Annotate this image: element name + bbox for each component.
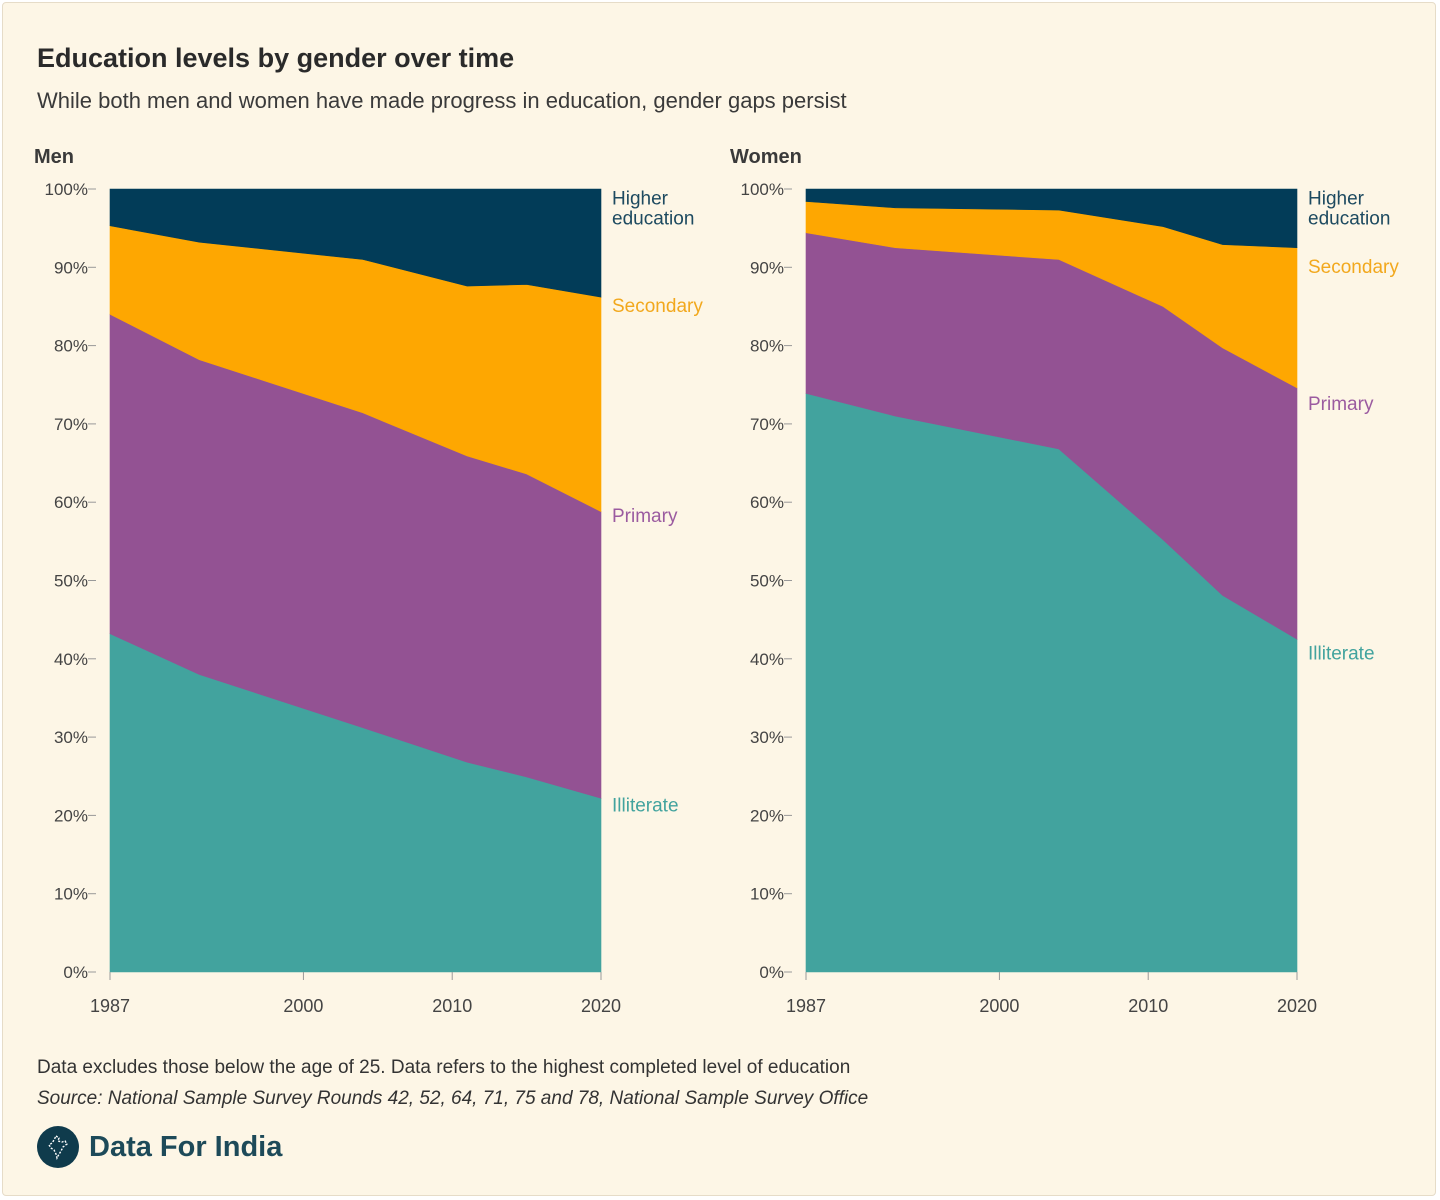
y-tick-label: 40% xyxy=(750,650,784,669)
series-label-higher: education xyxy=(1308,209,1390,230)
area-higher xyxy=(109,188,602,298)
y-tick-label: 30% xyxy=(750,728,784,747)
x-tick-label: 1987 xyxy=(786,996,826,1016)
x-tick-label: 2000 xyxy=(979,996,1019,1016)
y-tick-label: 100% xyxy=(741,180,784,199)
y-tick-label: 50% xyxy=(54,572,88,591)
y-tick-label: 10% xyxy=(54,885,88,904)
y-tick-label: 100% xyxy=(45,180,88,199)
series-label-higher: education xyxy=(612,209,694,230)
series-label-secondary: Secondary xyxy=(1308,257,1399,278)
chart-subtitle: While both men and women have made progr… xyxy=(37,88,847,113)
source-note: Source: National Sample Survey Rounds 42… xyxy=(37,1088,869,1109)
y-tick-label: 30% xyxy=(54,728,88,747)
y-tick-label: 80% xyxy=(750,337,784,356)
series-label-illiterate: Illiterate xyxy=(1308,644,1375,665)
area-higher xyxy=(805,188,1298,249)
series-label-higher: Higher xyxy=(612,189,669,210)
y-tick-label: 10% xyxy=(750,885,784,904)
y-tick-label: 60% xyxy=(54,493,88,512)
series-label-higher: Higher xyxy=(1308,189,1365,210)
y-tick-label: 0% xyxy=(63,963,88,982)
y-tick-label: 40% xyxy=(54,650,88,669)
y-tick-label: 50% xyxy=(750,572,784,591)
x-tick-label: 2010 xyxy=(1128,996,1168,1016)
india-map-icon xyxy=(37,1126,79,1168)
footnote: Data excludes those below the age of 25.… xyxy=(37,1057,851,1078)
series-label-secondary: Secondary xyxy=(612,296,703,317)
y-tick-label: 90% xyxy=(54,258,88,277)
chart-title: Education levels by gender over time xyxy=(37,43,515,73)
x-tick-label: 2020 xyxy=(581,996,621,1016)
series-label-primary: Primary xyxy=(1308,394,1374,415)
y-tick-label: 90% xyxy=(750,258,784,277)
series-label-illiterate: Illiterate xyxy=(612,795,679,816)
x-tick-label: 2020 xyxy=(1277,996,1317,1016)
y-tick-label: 80% xyxy=(54,337,88,356)
y-tick-label: 70% xyxy=(54,415,88,434)
x-tick-label: 1987 xyxy=(90,996,130,1016)
y-tick-label: 0% xyxy=(759,963,784,982)
brand[interactable]: Data For India xyxy=(37,1126,282,1168)
x-tick-label: 2000 xyxy=(283,996,323,1016)
brand-name: Data For India xyxy=(89,1130,283,1163)
panel-title: Women xyxy=(730,146,802,168)
x-tick-label: 2010 xyxy=(432,996,472,1016)
y-tick-label: 60% xyxy=(750,493,784,512)
series-label-primary: Primary xyxy=(612,506,678,527)
y-tick-label: 70% xyxy=(750,415,784,434)
y-tick-label: 20% xyxy=(750,806,784,825)
panel-title: Men xyxy=(34,146,74,168)
y-tick-label: 20% xyxy=(54,806,88,825)
